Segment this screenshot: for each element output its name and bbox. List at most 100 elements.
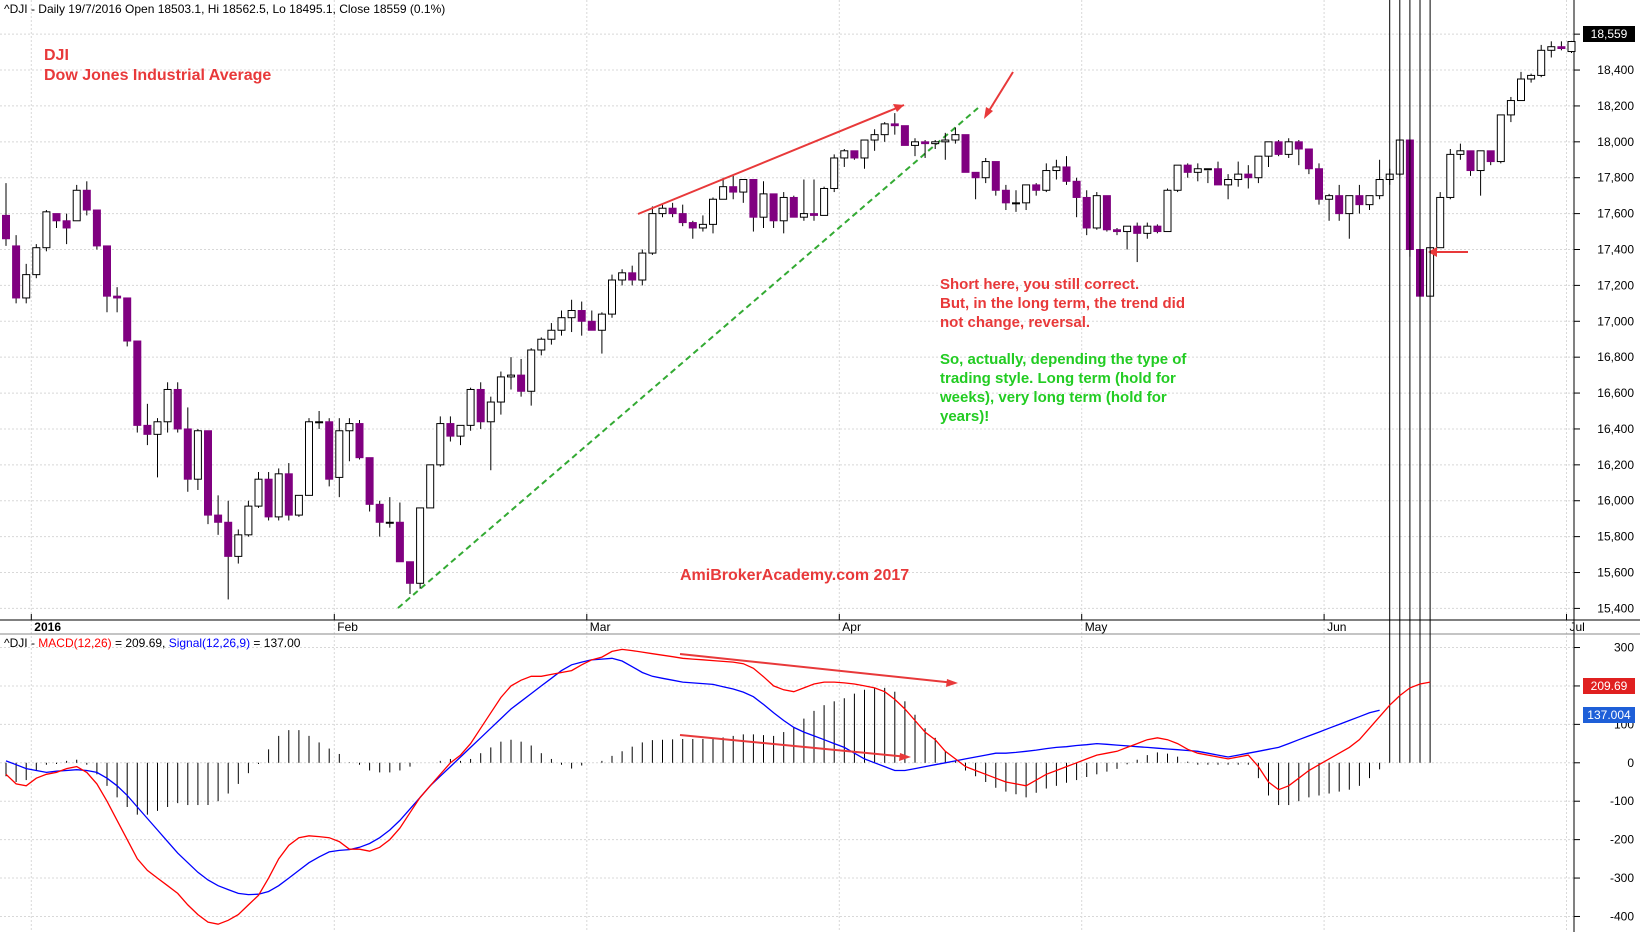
candle-bear xyxy=(789,196,798,218)
last-price-badge: 18,559 xyxy=(1583,26,1635,42)
candle-bear xyxy=(810,213,818,216)
candle-bear xyxy=(1466,150,1475,172)
candle-bear xyxy=(1486,150,1495,163)
candle-bear xyxy=(769,193,778,222)
candle-bear xyxy=(1062,166,1071,182)
histogram-divergence-arrowhead xyxy=(899,753,911,761)
candle-bear xyxy=(587,320,596,331)
candle-bear xyxy=(1214,168,1222,186)
candle-bear xyxy=(1133,225,1142,234)
candle-bull xyxy=(244,505,253,536)
candle-bull xyxy=(416,507,425,584)
price-y-tick-label: 17,400 xyxy=(1597,242,1634,256)
candle-bull xyxy=(274,473,283,518)
candle-bear xyxy=(517,374,526,392)
macd-header: ^DJI - MACD(12,26) = 209.69, Signal(12,2… xyxy=(4,636,301,650)
candle-bear xyxy=(1032,184,1041,191)
candle-bull xyxy=(1264,141,1273,157)
candle-bear xyxy=(688,222,697,229)
candle-bear xyxy=(678,213,687,224)
candle-bull xyxy=(234,534,243,557)
price-y-tick-label: 18,400 xyxy=(1597,63,1634,77)
candle-bull xyxy=(537,338,546,351)
x-tick-label: Apr xyxy=(842,620,861,634)
candle-bull xyxy=(840,150,849,159)
candle-bear xyxy=(1315,168,1323,200)
candle-bull xyxy=(1547,46,1556,51)
candle-bull xyxy=(931,141,940,145)
histogram-divergence-line xyxy=(679,734,909,758)
candle-bull xyxy=(1506,100,1515,116)
short-arrowhead xyxy=(984,107,993,119)
chart-title-symbol: DJI xyxy=(44,47,69,64)
macd-value-label: 209.69 xyxy=(1591,679,1628,693)
candle-bull xyxy=(1052,166,1061,172)
candle-bull xyxy=(618,272,627,281)
candle-bull xyxy=(72,189,81,222)
signal-value-badge: 137.004 xyxy=(1583,707,1635,723)
candle-bull xyxy=(1254,155,1263,179)
signal-header-value: = 137.00 xyxy=(250,636,301,650)
candle-bear xyxy=(890,123,899,127)
candle-bull xyxy=(759,193,768,218)
candle-bull xyxy=(436,423,445,466)
candle-bull xyxy=(1143,225,1152,234)
macd-divergence-line xyxy=(679,653,956,684)
candle-bear xyxy=(395,521,404,563)
candle-bear xyxy=(1335,195,1344,215)
price-y-tick-label: 16,000 xyxy=(1597,494,1634,508)
candle-bull xyxy=(32,247,41,276)
candle-bull xyxy=(1203,168,1212,171)
candle-bear xyxy=(446,423,455,437)
candle-bull xyxy=(1517,78,1525,102)
candle-bear xyxy=(406,561,414,584)
candle-bear xyxy=(1294,141,1303,150)
candle-bull xyxy=(1173,164,1182,191)
candle-bear xyxy=(173,388,182,430)
candle-bull xyxy=(1496,114,1505,163)
price-y-tick-label: 17,200 xyxy=(1597,278,1634,292)
candle-bear xyxy=(264,478,273,518)
candle-bear xyxy=(991,161,1000,191)
candle-bull xyxy=(941,139,950,143)
price-y-tick-label: 17,800 xyxy=(1597,171,1634,185)
candle-bull xyxy=(820,187,829,216)
candle-bear xyxy=(850,150,859,159)
candle-bear xyxy=(729,186,738,193)
candle-bull xyxy=(22,274,31,299)
candle-bull xyxy=(1193,168,1202,173)
price-y-axis: 15,400 15,600 15,800 16,000 16,200 16,400 16,6… xyxy=(1574,27,1634,615)
price-y-tick-label: 16,800 xyxy=(1597,350,1634,364)
x-tick-label: 2016 xyxy=(34,620,61,634)
candle-bull xyxy=(1224,179,1233,186)
candle-bull xyxy=(648,213,657,254)
candle-bear xyxy=(1557,46,1566,50)
candle-bear xyxy=(183,428,192,480)
candle-bull xyxy=(709,198,717,225)
x-tick-label: May xyxy=(1085,620,1108,634)
candle-bear xyxy=(355,423,364,459)
candle-bull xyxy=(254,478,263,507)
candle-bear xyxy=(577,310,586,322)
x-tick-label: Jun xyxy=(1327,620,1346,634)
candle-bear xyxy=(375,503,384,523)
candle-bear xyxy=(961,134,970,173)
chart-title-name: Dow Jones Industrial Average xyxy=(44,67,271,84)
candle-bull xyxy=(1022,184,1031,204)
candle-bull xyxy=(799,213,808,218)
candle-bull xyxy=(1446,153,1455,198)
candle-bear xyxy=(62,220,71,229)
macd-y-tick-label: -300 xyxy=(1610,871,1634,885)
candle-bull xyxy=(830,157,839,189)
candle-bull xyxy=(153,421,162,435)
candle-bear xyxy=(1183,164,1192,173)
price-y-tick-label: 16,400 xyxy=(1597,422,1634,436)
candle-bull xyxy=(335,430,344,478)
candle-bull xyxy=(658,207,667,215)
signal-line xyxy=(5,657,1380,896)
candle-bull xyxy=(193,430,202,480)
candle-bull xyxy=(608,279,616,315)
candle-bear xyxy=(1102,195,1111,231)
annotation-green-line-2: trading style. Long term (hold for xyxy=(940,370,1176,387)
price-y-tick-label: 15,600 xyxy=(1597,566,1634,580)
